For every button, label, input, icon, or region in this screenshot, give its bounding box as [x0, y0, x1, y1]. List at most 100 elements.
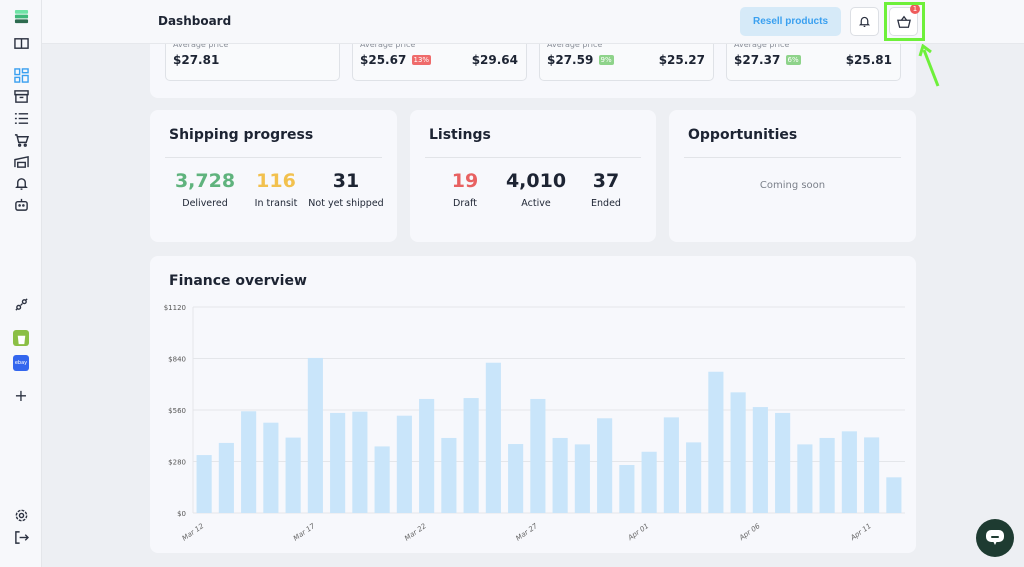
bar[interactable] [196, 455, 212, 513]
bar[interactable] [307, 357, 323, 513]
x-tick-label: Mar 22 [403, 522, 428, 543]
stat: 3,728 Delivered [165, 170, 245, 211]
y-tick-label: $1120 [164, 304, 186, 312]
stat-value: 4,010 [505, 170, 567, 192]
bar[interactable] [441, 437, 457, 513]
coming-soon-text: Coming soon [759, 180, 826, 191]
stat: 31 Not yet shipped [306, 170, 386, 211]
bar[interactable] [619, 464, 635, 513]
price-label: Average price [547, 40, 603, 49]
stat-label: Delivered [182, 198, 228, 209]
x-tick-label: Mar 27 [514, 522, 539, 543]
price-value-secondary: $25.27 [658, 53, 705, 67]
stat: 4,010 Active [496, 170, 576, 211]
highlight-box [884, 2, 925, 41]
bar[interactable] [752, 407, 768, 513]
bar[interactable] [485, 362, 501, 513]
gear-icon[interactable] [13, 507, 29, 523]
archive-icon[interactable] [13, 88, 29, 104]
basket-button[interactable]: 1 [889, 4, 920, 36]
shopify-icon[interactable] [13, 330, 29, 346]
bar[interactable] [708, 371, 724, 513]
bar[interactable] [218, 442, 234, 513]
finance-overview-card: Finance overview $0 $280 $560 $840 $1120 Mar … [150, 256, 916, 553]
cart-badge: 1 [910, 4, 920, 14]
bar[interactable] [841, 431, 857, 513]
y-tick-label: $0 [177, 510, 186, 518]
bar[interactable] [374, 446, 390, 513]
bar[interactable] [241, 411, 257, 513]
stat-label: Active [521, 198, 551, 209]
bar[interactable] [864, 437, 880, 513]
robot-icon[interactable] [13, 196, 29, 212]
sidebar: ebay + [0, 0, 42, 567]
cart-icon[interactable] [13, 132, 29, 148]
stat-label: In transit [254, 198, 298, 209]
ebay-icon[interactable]: ebay [13, 355, 29, 371]
bar[interactable] [419, 398, 435, 513]
x-tick-label: Mar 12 [181, 522, 206, 543]
logout-icon[interactable] [13, 529, 29, 545]
stat-label: Not yet shipped [308, 198, 384, 209]
bar[interactable] [663, 417, 679, 513]
bar[interactable] [730, 392, 746, 513]
x-tick-label: Apr 11 [848, 522, 872, 542]
price-label: Average price [734, 40, 790, 49]
stat-value: 31 [332, 170, 360, 192]
stat-value: 37 [592, 170, 620, 192]
plug-icon[interactable] [13, 296, 29, 312]
stat-value: 116 [256, 170, 296, 192]
bar[interactable] [552, 437, 568, 513]
bar[interactable] [597, 418, 613, 513]
bell-icon[interactable] [13, 175, 29, 191]
bar[interactable] [797, 444, 813, 513]
card-title: Shipping progress [169, 127, 314, 143]
price-value: $27.81 [173, 53, 220, 67]
basket-icon [896, 15, 911, 28]
price-value: $27.59 9% [547, 53, 614, 67]
bar[interactable] [530, 398, 546, 513]
bar[interactable] [775, 412, 791, 513]
bar[interactable] [285, 437, 301, 513]
stat: 37 Ended [566, 170, 646, 211]
opportunities-card: Opportunities Coming soon [669, 110, 916, 242]
notifications-button[interactable] [850, 7, 879, 36]
price-value: $27.37 6% [734, 53, 801, 67]
stat-value: 3,728 [174, 170, 236, 192]
bar[interactable] [330, 412, 346, 513]
stat: 19 Draft [425, 170, 505, 211]
card-title: Listings [429, 127, 491, 143]
add-icon[interactable]: + [14, 385, 28, 405]
price-change-badge: 9% [598, 55, 614, 65]
dashboard-icon[interactable] [13, 67, 29, 83]
bar[interactable] [819, 437, 835, 513]
bar[interactable] [263, 422, 279, 513]
logo-icon[interactable] [13, 8, 29, 24]
price-value-secondary: $29.64 [471, 53, 518, 67]
header: Dashboard Resell products 1 [42, 0, 1024, 44]
bar[interactable] [352, 411, 368, 513]
stat-value: 19 [451, 170, 479, 192]
price-value: $25.67 13% [360, 53, 432, 67]
bar[interactable] [641, 451, 657, 513]
chat-button[interactable] [976, 519, 1014, 557]
resell-products-button[interactable]: Resell products [740, 7, 841, 36]
bar[interactable] [686, 442, 702, 513]
listings-card: Listings 19 Draft 4,010 Active 37 Ended [410, 110, 656, 242]
bar[interactable] [574, 444, 590, 513]
y-tick-label: $840 [168, 356, 186, 364]
bar[interactable] [396, 415, 412, 513]
list-icon[interactable] [13, 110, 29, 126]
stat: 116 In transit [236, 170, 316, 211]
x-tick-label: Apr 01 [626, 522, 650, 542]
x-tick-label: Mar 17 [292, 522, 317, 543]
stat-label: Ended [591, 198, 621, 209]
book-icon[interactable] [13, 35, 29, 51]
bar[interactable] [463, 398, 479, 513]
bar[interactable] [508, 444, 524, 513]
bar[interactable] [886, 477, 902, 513]
chart-title: Finance overview [169, 273, 307, 289]
price-value-secondary: $25.81 [845, 53, 892, 67]
bell-icon [858, 16, 871, 27]
warehouse-icon[interactable] [13, 153, 29, 169]
